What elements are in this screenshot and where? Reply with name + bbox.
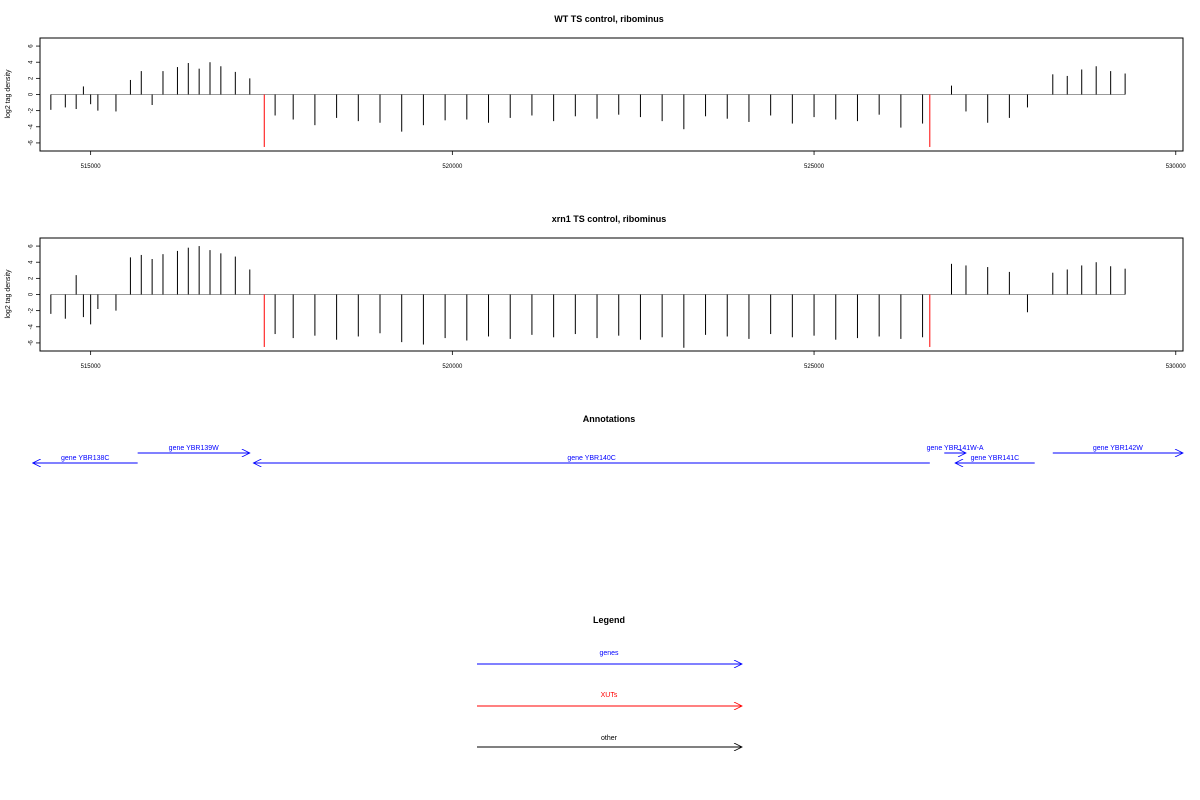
- gene-annotation: gene YBR138C: [33, 455, 138, 463]
- gene-label: gene YBR140C: [567, 455, 616, 462]
- x-tick-label: 515000: [81, 164, 102, 170]
- legend-label: XUTs: [601, 692, 618, 699]
- x-tick-label: 530000: [1166, 164, 1187, 170]
- panel-title: WT TS control, ribominus: [554, 14, 664, 24]
- y-tick-label: 6: [29, 44, 35, 48]
- legend-title: Legend: [593, 615, 625, 625]
- y-tick-label: 4: [29, 260, 35, 264]
- y-tick-label: 4: [29, 60, 35, 64]
- legend-item-xuts: XUTs: [477, 692, 742, 706]
- x-tick-label: 525000: [804, 164, 825, 170]
- y-tick-label: -4: [29, 123, 35, 129]
- y-axis: -6 -4 -2 0 2 4 6: [29, 44, 40, 146]
- y-tick-label: -4: [29, 323, 35, 329]
- y-axis-label: log2 tag density: [5, 69, 12, 119]
- x-axis: 515000 520000 525000 530000: [81, 351, 1187, 370]
- gene-annotation: gene YBR142W: [1052, 445, 1183, 453]
- y-tick-label: 0: [29, 92, 35, 96]
- y-tick-label: 6: [29, 244, 35, 248]
- density-bars: [50, 62, 1126, 132]
- x-tick-label: 525000: [804, 364, 825, 370]
- legend-label: other: [601, 735, 618, 742]
- y-tick-label: -6: [29, 140, 35, 146]
- gene-label: gene YBR138C: [61, 455, 110, 462]
- gene-annotation: gene YBR141C: [955, 455, 1035, 463]
- track-panel-xrn1: xrn1 TS control, ribominus -6 -4 -2 0 2 4 6 51…: [5, 214, 1186, 370]
- gene-annotation: gene YBR139W: [137, 445, 250, 453]
- legend: Legend genes XUTs other: [477, 615, 742, 747]
- density-bars: [50, 246, 1126, 348]
- gene-annotations: gene YBR138C gene YBR139W gene YBR140C gene…: [33, 445, 1183, 463]
- gene-annotation: gene YBR140C: [253, 455, 930, 463]
- x-axis: 515000 520000 525000 530000: [81, 151, 1187, 170]
- gene-label: gene YBR142W: [1093, 445, 1143, 452]
- xut-marks: [263, 94, 931, 147]
- xut-marks: [263, 294, 931, 347]
- y-axis: -6 -4 -2 0 2 4 6: [29, 244, 40, 346]
- track-panel-wt: WT TS control, ribominus -6 -4 -2 0 2 4 6 5150…: [5, 14, 1186, 170]
- gene-label: gene YBR139W: [169, 445, 219, 452]
- y-tick-label: 2: [29, 276, 35, 280]
- gene-label: gene YBR141W-A: [927, 445, 984, 452]
- x-tick-label: 530000: [1166, 364, 1187, 370]
- y-tick-label: 0: [29, 292, 35, 296]
- y-tick-label: -6: [29, 340, 35, 346]
- y-tick-label: -2: [29, 307, 35, 313]
- legend-label: genes: [599, 650, 619, 657]
- annotations-title: Annotations: [583, 414, 636, 424]
- legend-item-other: other: [477, 735, 742, 747]
- gene-label: gene YBR141C: [971, 455, 1020, 462]
- panel-title: xrn1 TS control, ribominus: [552, 214, 667, 224]
- y-axis-label: log2 tag density: [5, 269, 12, 319]
- legend-item-genes: genes: [477, 650, 742, 664]
- gene-annotation: gene YBR141W-A: [927, 445, 984, 453]
- y-tick-label: 2: [29, 76, 35, 80]
- y-tick-label: -2: [29, 107, 35, 113]
- x-tick-label: 520000: [442, 164, 463, 170]
- x-tick-label: 520000: [442, 364, 463, 370]
- x-tick-label: 515000: [81, 364, 102, 370]
